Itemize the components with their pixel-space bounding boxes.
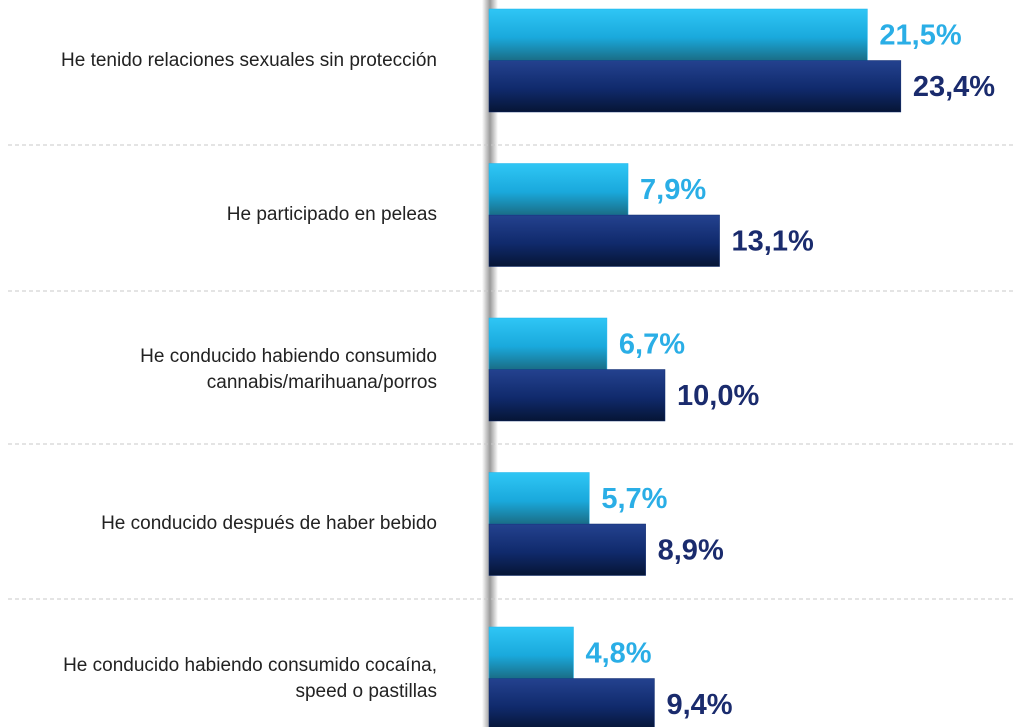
value-label: 23,4% [913, 71, 995, 103]
value-label: 10,0% [677, 380, 759, 412]
value-label: 7,9% [640, 174, 706, 206]
value-label: 6,7% [619, 328, 685, 360]
value-label: 5,7% [601, 483, 667, 515]
bar [488, 60, 902, 113]
bar [488, 8, 868, 61]
category-label: He conducido habiendo consumido cocaína,… [63, 654, 437, 702]
category-label: He conducido después de haber bebido [101, 513, 437, 534]
bar [488, 214, 720, 267]
bar [488, 163, 629, 216]
value-label: 9,4% [666, 689, 732, 721]
bar [488, 317, 608, 370]
value-label: 4,8% [585, 637, 651, 669]
bar [488, 626, 574, 679]
value-label: 13,1% [732, 225, 814, 257]
bar [488, 369, 666, 422]
category-label: He tenido relaciones sexuales sin protec… [61, 49, 437, 71]
category-label: He conducido habiendo consumido cannabis… [140, 345, 437, 393]
bar [488, 678, 655, 727]
value-label: 21,5% [879, 19, 961, 51]
value-label: 8,9% [658, 534, 724, 566]
category-label: He participado en peleas [226, 204, 437, 225]
bar [488, 472, 590, 525]
bar [488, 523, 646, 576]
